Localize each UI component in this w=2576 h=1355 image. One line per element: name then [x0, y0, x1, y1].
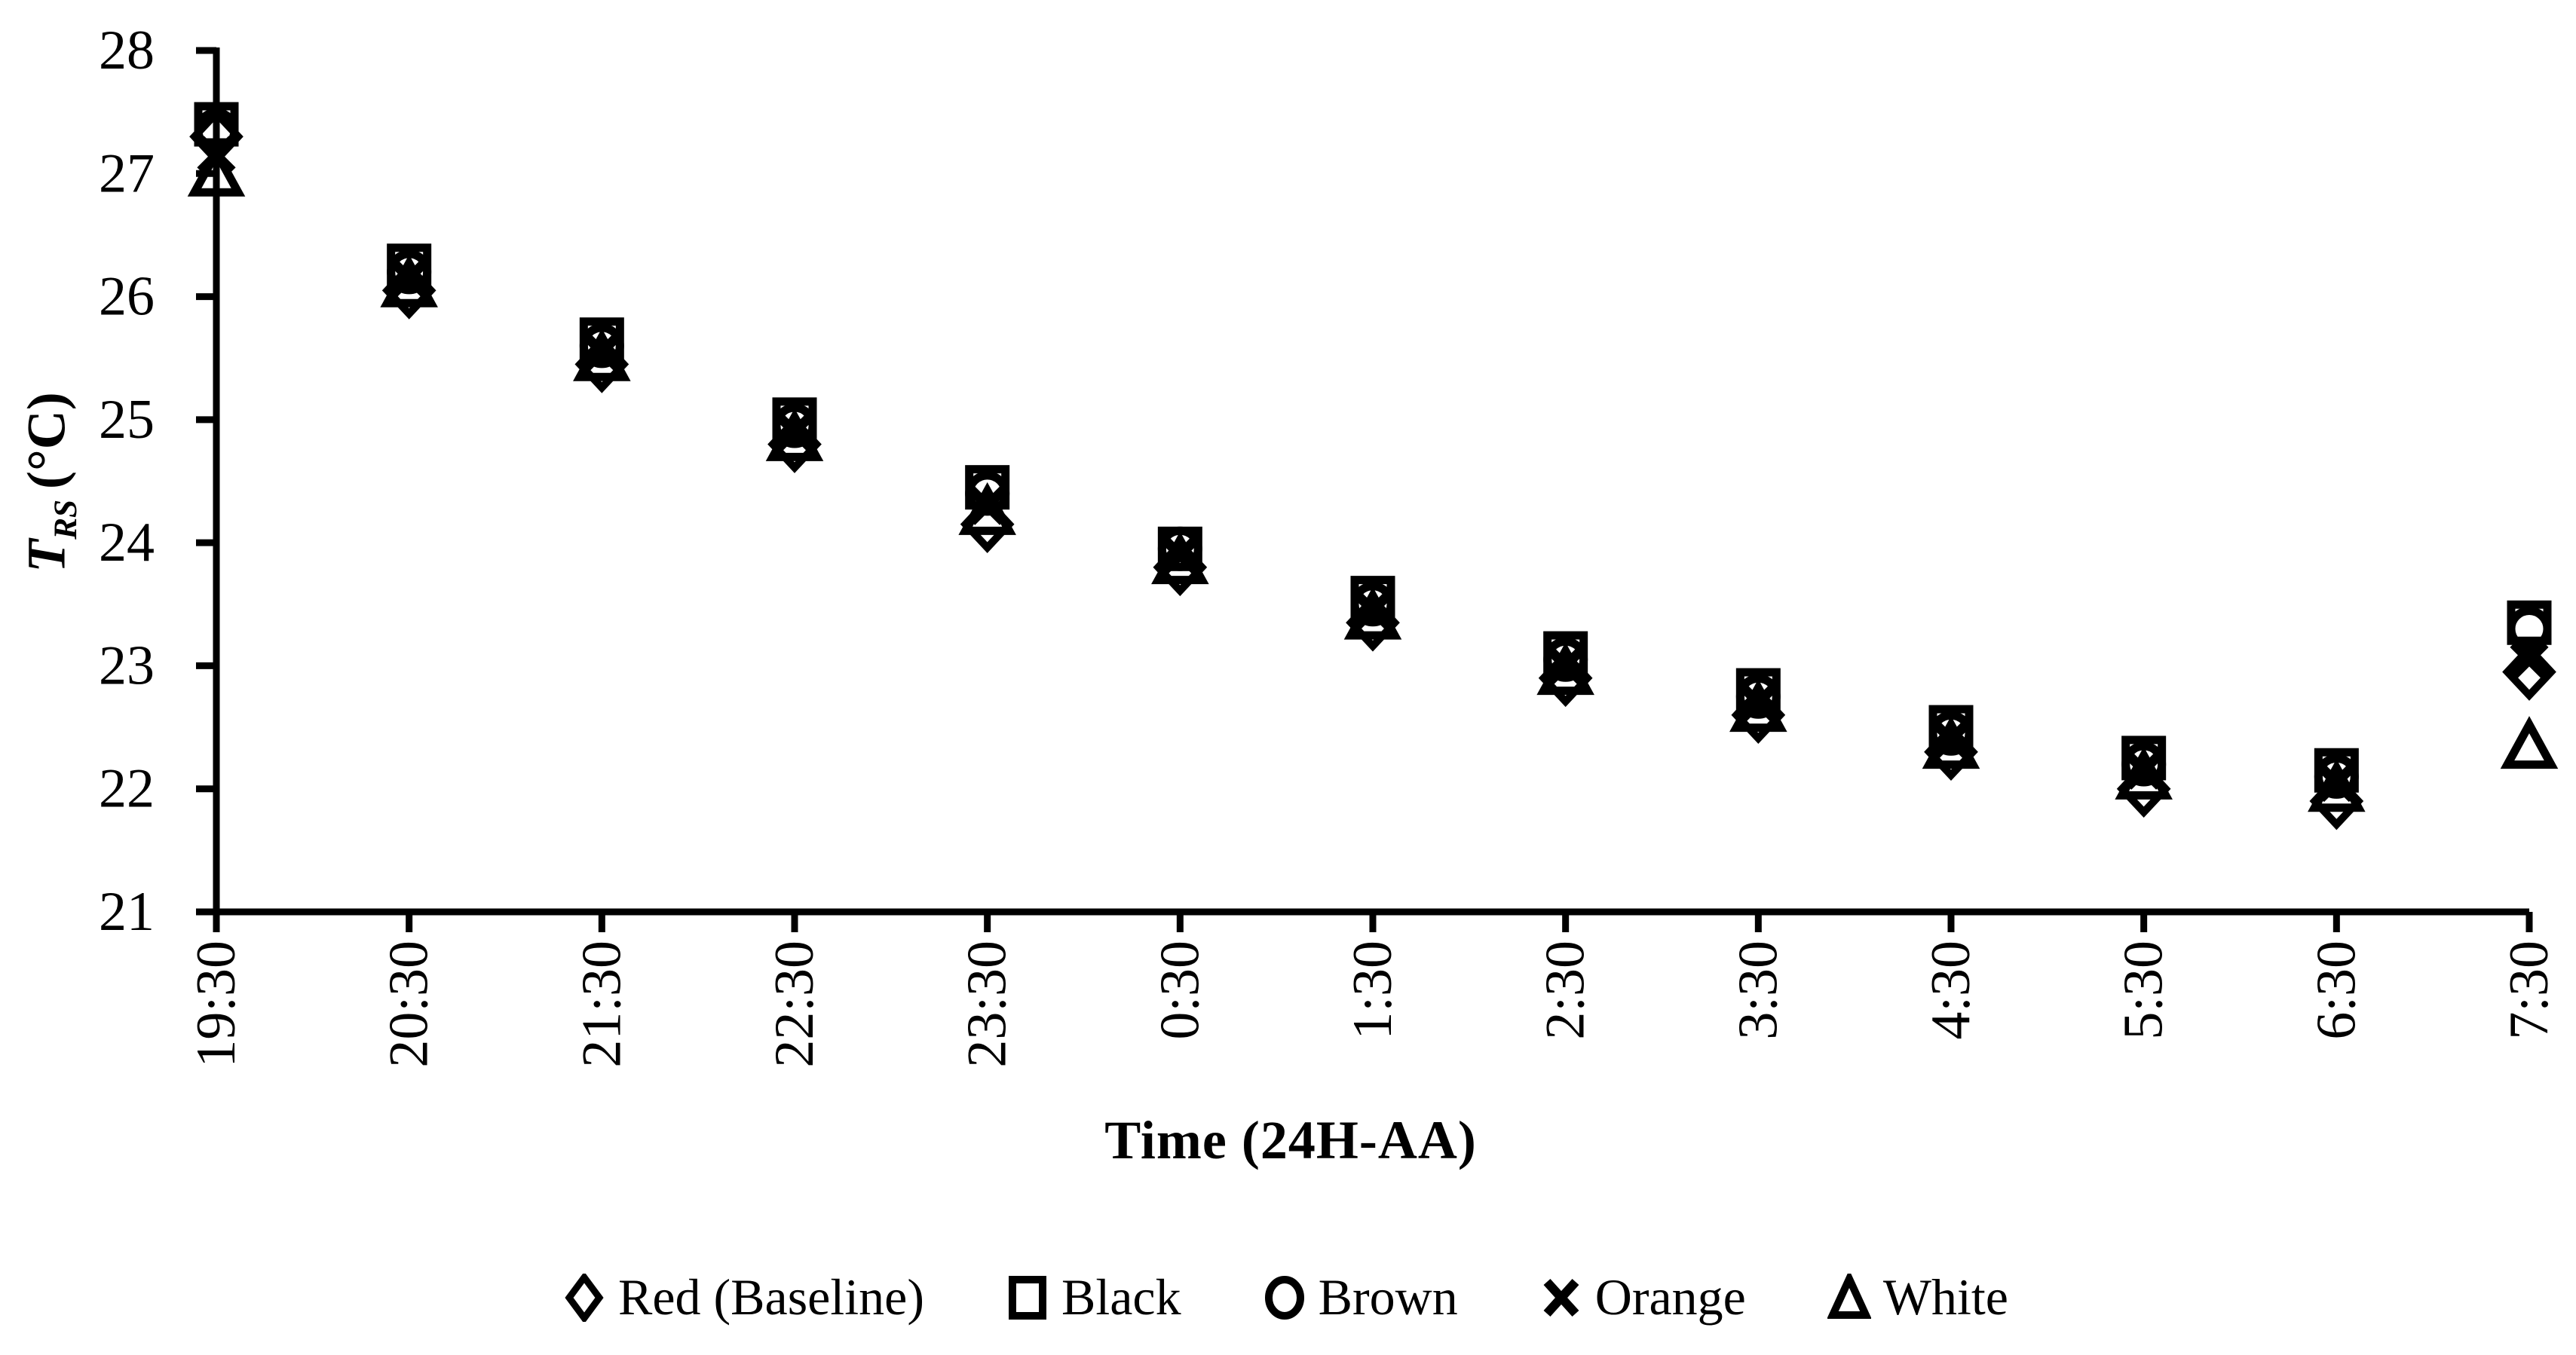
data-point-marker-triangle	[1151, 531, 1209, 585]
y-axis-unit: (°C)	[16, 392, 77, 489]
legend-label: Black	[1061, 1268, 1181, 1326]
data-point-marker-circle	[1350, 582, 1395, 627]
y-axis-tick-label: 28	[99, 20, 155, 81]
data-point-marker-triangle	[1536, 642, 1594, 696]
x-axis-tick-label: 19:30	[185, 941, 247, 1068]
legend-label: Brown	[1318, 1268, 1458, 1326]
y-axis-tick-label: 24	[99, 512, 155, 574]
legend-item-black: Black	[1006, 1268, 1181, 1327]
axis-lines	[213, 47, 2529, 916]
x-axis-tick-label: 4:30	[1920, 941, 1982, 1040]
legend-label: White	[1882, 1268, 2008, 1326]
legend-item-brown: Brown	[1263, 1268, 1458, 1327]
data-point-marker-triangle	[2115, 746, 2173, 800]
data-point-marker-circle	[579, 323, 624, 369]
data-point-marker-triangle	[1343, 586, 1402, 640]
y-axis-title: TRS (°C)	[16, 392, 84, 573]
x-axis-tick-label: 22:30	[764, 941, 825, 1068]
data-point-marker-diamond	[2502, 643, 2556, 701]
data-point-marker-circle	[1543, 637, 1588, 682]
x-axis-tick-label: 0:30	[1149, 941, 1211, 1040]
y-axis-tick-label: 27	[99, 142, 155, 204]
legend-label: Orange	[1594, 1268, 1746, 1326]
legend-marker-circle-icon	[1264, 1275, 1304, 1320]
legend-marker-diamond-icon	[565, 1273, 604, 1322]
y-axis-symbol: T	[16, 539, 77, 573]
data-point-marker-triangle	[380, 254, 438, 307]
x-axis-tick-label: 1:30	[1342, 941, 1404, 1040]
legend-item-white: White	[1827, 1268, 2008, 1327]
y-axis-tick-label: 21	[99, 881, 155, 943]
data-point-marker-x	[2510, 640, 2549, 679]
x-axis-tick-label: 3:30	[1727, 941, 1789, 1040]
legend-marker-x-icon	[1543, 1278, 1579, 1317]
data-point-marker-triangle	[2308, 759, 2366, 812]
y-axis-tick-label: 25	[99, 389, 155, 451]
data-point-marker-circle	[2121, 742, 2167, 787]
data-point-marker-circle	[1157, 526, 1202, 571]
data-point-marker-circle	[1928, 711, 1974, 756]
data-point-marker-triangle	[765, 408, 824, 461]
data-point-marker-circle	[772, 403, 817, 448]
x-axis-tick-label: 23:30	[957, 941, 1018, 1068]
x-axis-title: Time (24H-AA)	[1104, 1110, 1477, 1170]
data-point-marker-circle	[1735, 674, 1781, 719]
legend-marker-square-icon	[1008, 1275, 1046, 1320]
data-point-marker-circle	[387, 249, 432, 295]
x-axis-tick-label: 2:30	[1535, 941, 1597, 1040]
data-point-marker-triangle	[1729, 679, 1787, 733]
data-point-marker-triangle	[573, 328, 631, 381]
legend-marker-triangle-icon	[1827, 1273, 1871, 1319]
legend: Red (Baseline) Black Brown Orange White	[562, 1268, 2008, 1327]
legend-item-red-baseline: Red (Baseline)	[562, 1268, 924, 1327]
y-axis-tick-label: 26	[99, 266, 155, 328]
legend-label: Red (Baseline)	[618, 1268, 924, 1326]
y-axis-tick-label: 23	[99, 635, 155, 696]
data-point-marker-circle	[2314, 754, 2359, 799]
data-point-marker-triangle	[2500, 716, 2559, 769]
x-axis-tick-label: 21:30	[571, 941, 633, 1068]
legend-item-orange: Orange	[1539, 1268, 1746, 1327]
y-axis-subscript: RS	[47, 499, 84, 540]
x-axis-tick-label: 20:30	[378, 941, 440, 1068]
data-point-marker-circle	[2507, 606, 2552, 651]
data-point-marker-triangle	[1922, 716, 1980, 769]
data-point-marker-triangle	[958, 482, 1016, 535]
y-axis-tick-label: 22	[99, 758, 155, 820]
data-point-marker-triangle	[187, 143, 246, 197]
x-axis-tick-label: 6:30	[2305, 941, 2367, 1040]
x-axis-tick-label: 7:30	[2498, 941, 2560, 1040]
x-axis-tick-label: 5:30	[2113, 941, 2175, 1040]
